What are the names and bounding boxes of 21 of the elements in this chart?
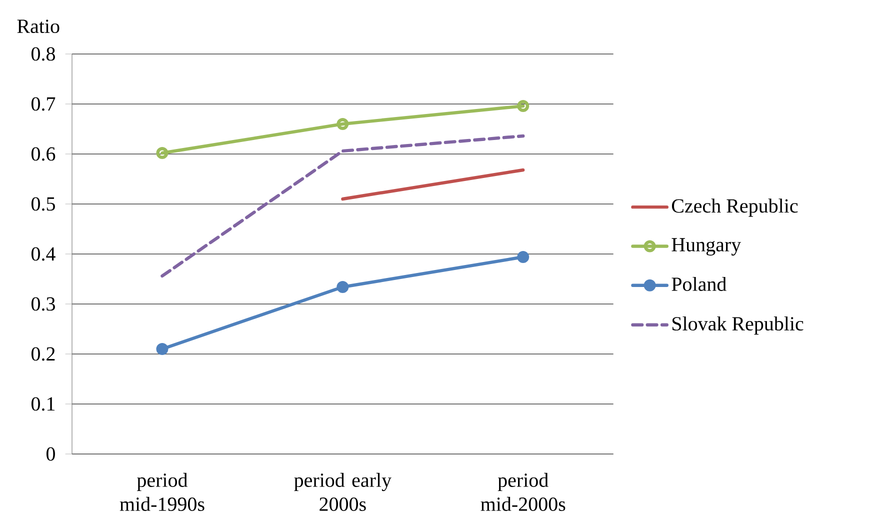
point bbox=[517, 250, 530, 263]
point bbox=[156, 342, 168, 355]
y-tick-label: 0.7 bbox=[31, 97, 56, 111]
y-tick-label: 0.2 bbox=[31, 347, 55, 361]
y-tick-label: 0.5 bbox=[31, 197, 55, 211]
point bbox=[336, 118, 349, 130]
x-tick-label: period mid-2000s bbox=[480, 472, 566, 511]
x-tick-label: period early 2000s bbox=[294, 472, 392, 511]
legend-label: Hungary bbox=[672, 238, 742, 256]
point bbox=[336, 280, 349, 293]
y-tick-label: 0.1 bbox=[31, 397, 55, 411]
legend-label: Slovak Republic bbox=[672, 316, 804, 335]
y-tick-label: 0.8 bbox=[31, 47, 55, 61]
legend-label: Poland bbox=[672, 276, 726, 291]
legend-label: Czech Republic bbox=[672, 198, 798, 217]
y-tick-label: 0.6 bbox=[31, 147, 56, 161]
y-tick-label: 0.3 bbox=[31, 297, 55, 311]
y-axis-title: Ratio bbox=[17, 20, 60, 34]
x-tick-label: period mid-1990s bbox=[120, 472, 204, 511]
y-tick-label: 0.4 bbox=[31, 247, 56, 261]
y-tick-label: 0 bbox=[46, 447, 55, 461]
